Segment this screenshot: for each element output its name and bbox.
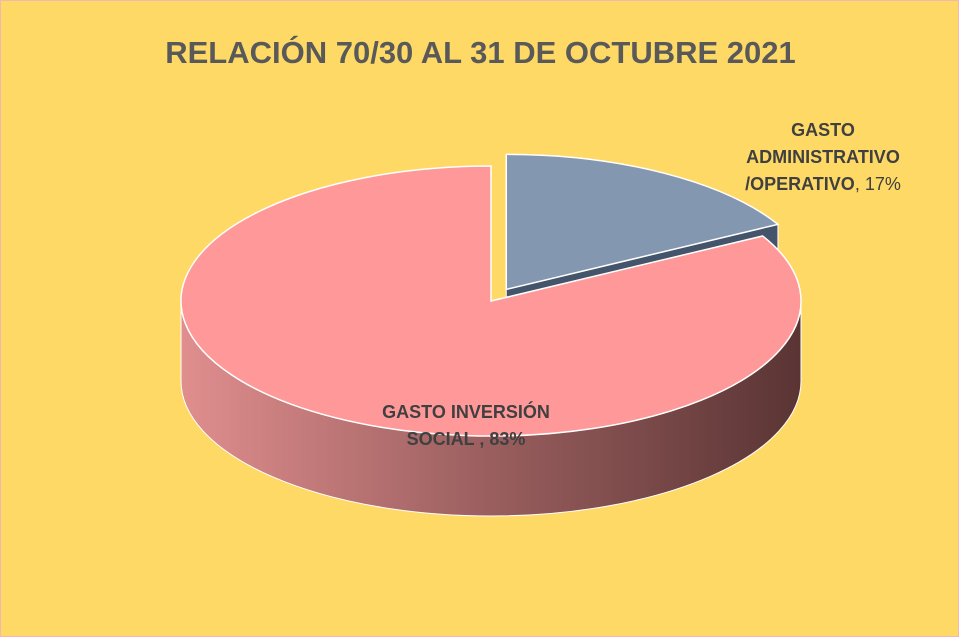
category-label: GASTO INVERSIÓN SOCIAL [382,402,550,449]
slice [505,153,780,291]
value-label: 83% [489,429,526,449]
slice [180,165,802,437]
chart-title: RELACIÓN 70/30 AL 31 DE OCTUBRE 2021 [165,35,796,70]
value-label: 17% [864,174,901,194]
slice-label: GASTO ADMINISTRATIVO /OPERATIVO, 17% [745,120,901,194]
slice-label: GASTO INVERSIÓN SOCIAL , 83% [382,402,550,449]
category-label: GASTO ADMINISTRATIVO /OPERATIVO [745,120,900,194]
